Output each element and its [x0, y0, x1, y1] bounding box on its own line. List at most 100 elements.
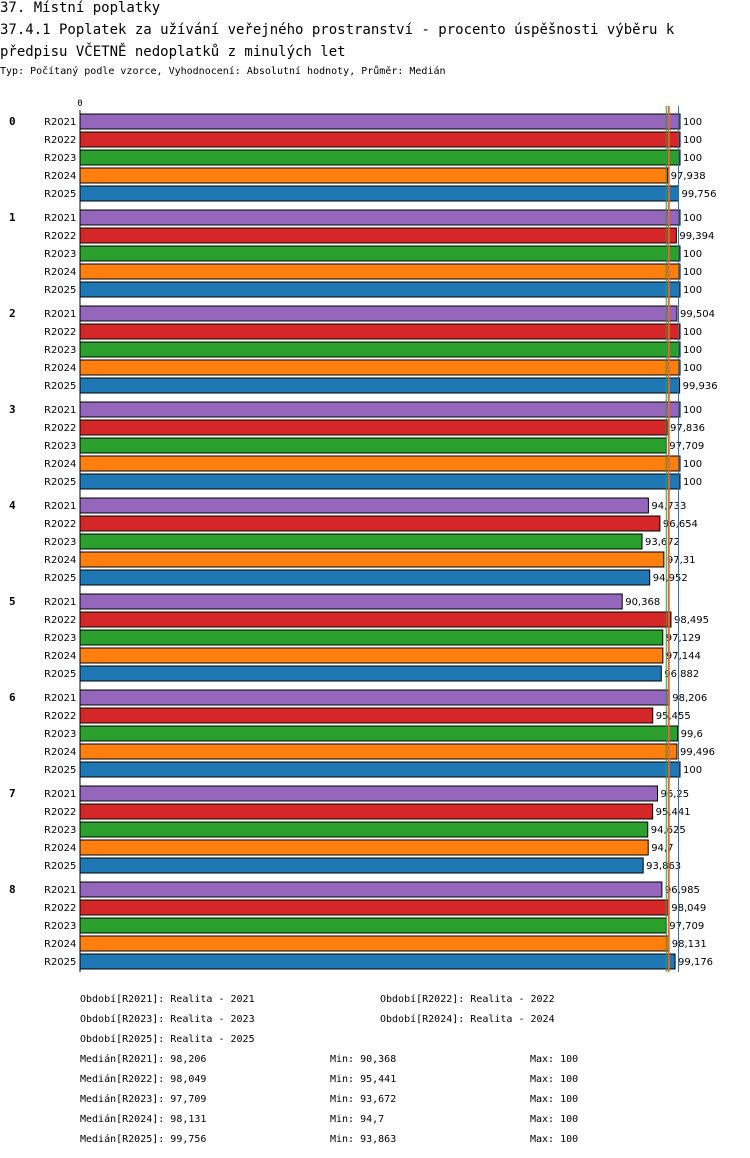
value-label: 97,129 — [666, 633, 701, 644]
bar — [79, 665, 662, 682]
value-label: 99,176 — [678, 957, 713, 968]
group-label: 0 — [9, 115, 16, 128]
chart-subtitle: Typ: Počítaný podle vzorce, Vyhodnocení:… — [0, 66, 446, 77]
value-label: 100 — [683, 477, 702, 488]
bar — [79, 743, 678, 760]
legend-period-r2024: Období[R2024]: Realita - 2024 — [380, 1014, 555, 1025]
value-label: 97,938 — [671, 171, 706, 182]
category-label: R2021 — [44, 501, 76, 512]
max-r2023: Max: 100 — [530, 1094, 579, 1105]
bar — [79, 881, 663, 898]
category-label: R2025 — [44, 669, 76, 680]
category-label: R2024 — [44, 843, 76, 854]
category-label: R2025 — [44, 477, 76, 488]
category-label: R2022 — [44, 135, 76, 146]
bar — [79, 113, 681, 130]
group-label: 2 — [9, 307, 16, 320]
bar — [79, 401, 681, 418]
value-label: 100 — [683, 327, 702, 338]
category-label: R2022 — [44, 903, 76, 914]
category-label: R2021 — [44, 117, 76, 128]
bar — [79, 899, 669, 916]
bar — [79, 725, 679, 742]
category-label: R2023 — [44, 729, 76, 740]
value-label: 100 — [683, 285, 702, 296]
value-label: 95,455 — [656, 711, 691, 722]
value-label: 98,049 — [671, 903, 706, 914]
category-label: R2024 — [44, 171, 76, 182]
bar — [79, 131, 681, 148]
value-label: 99,504 — [680, 309, 715, 320]
bar — [79, 935, 670, 952]
group-label: 8 — [9, 883, 16, 896]
bar — [79, 455, 681, 472]
bar — [79, 761, 681, 778]
value-label: 96,654 — [663, 519, 698, 530]
category-label: R2023 — [44, 825, 76, 836]
value-label: 90,368 — [625, 597, 660, 608]
category-label: R2025 — [44, 861, 76, 872]
min-r2021: Min: 90,368 — [330, 1054, 397, 1065]
axis-zero-label: 0 — [77, 99, 82, 109]
max-r2025: Max: 100 — [530, 1134, 579, 1145]
value-label: 100 — [683, 459, 702, 470]
bar — [79, 437, 667, 454]
value-label: 99,496 — [680, 747, 715, 758]
category-label: R2022 — [44, 807, 76, 818]
median-r2021: Medián[R2021]: 98,206 — [80, 1054, 207, 1065]
legend-period-r2025: Období[R2025]: Realita - 2025 — [80, 1034, 255, 1045]
bar — [79, 149, 681, 166]
value-label: 97,144 — [666, 651, 701, 662]
category-label: R2022 — [44, 231, 76, 242]
bar — [79, 185, 680, 202]
value-label: 94,952 — [653, 573, 688, 584]
value-label: 98,206 — [672, 693, 707, 704]
category-label: R2021 — [44, 405, 76, 416]
legend-period-r2023: Období[R2023]: Realita - 2023 — [80, 1014, 255, 1025]
category-label: R2023 — [44, 537, 76, 548]
category-label: R2025 — [44, 285, 76, 296]
category-label: R2021 — [44, 309, 76, 320]
bar — [79, 497, 649, 514]
category-label: R2024 — [44, 459, 76, 470]
section-title: 37. Místní poplatky — [0, 0, 161, 16]
bar — [79, 305, 678, 322]
median-r2023: Medián[R2023]: 97,709 — [80, 1094, 207, 1105]
category-label: R2025 — [44, 765, 76, 776]
bar — [79, 419, 668, 436]
value-label: 93,672 — [645, 537, 680, 548]
bar — [79, 245, 681, 262]
category-label: R2024 — [44, 747, 76, 758]
value-label: 99,394 — [679, 231, 714, 242]
group-label: 3 — [9, 403, 16, 416]
value-label: 97,709 — [669, 921, 704, 932]
min-r2024: Min: 94,7 — [330, 1114, 385, 1125]
category-label: R2025 — [44, 189, 76, 200]
bar — [79, 803, 654, 820]
group-label: 5 — [9, 595, 16, 608]
bar — [79, 551, 665, 568]
category-label: R2024 — [44, 555, 76, 566]
bar — [79, 689, 670, 706]
min-r2025: Min: 93,863 — [330, 1134, 397, 1145]
chart-title-line2: předpisu VČETNĚ nedoplatků z minulých le… — [0, 44, 346, 60]
value-label: 100 — [683, 765, 702, 776]
legend-period-r2021: Období[R2021]: Realita - 2021 — [80, 994, 255, 1005]
value-label: 100 — [683, 267, 702, 278]
median-r2022: Medián[R2022]: 98,049 — [80, 1074, 207, 1085]
value-label: 100 — [683, 135, 702, 146]
bar — [79, 593, 623, 610]
category-label: R2024 — [44, 939, 76, 950]
max-r2021: Max: 100 — [530, 1054, 579, 1065]
value-label: 100 — [683, 345, 702, 356]
value-label: 100 — [683, 249, 702, 260]
bar — [79, 473, 681, 490]
category-label: R2022 — [44, 711, 76, 722]
category-label: R2023 — [44, 249, 76, 260]
value-label: 93,863 — [646, 861, 681, 872]
category-label: R2024 — [44, 651, 76, 662]
value-label: 98,495 — [674, 615, 709, 626]
value-label: 100 — [683, 153, 702, 164]
bar — [79, 323, 681, 340]
